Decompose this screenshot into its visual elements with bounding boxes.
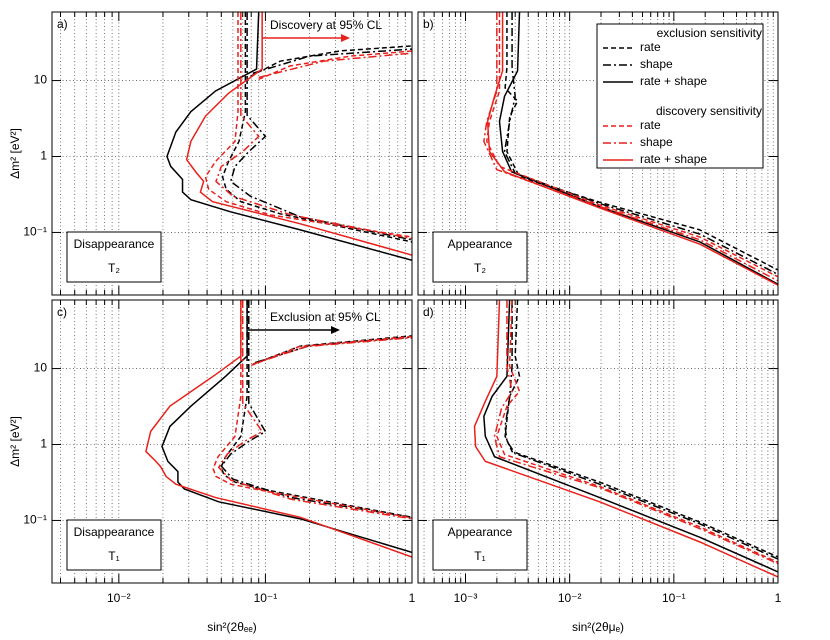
y-tick-label: 1 [40, 149, 47, 163]
x-axis-label: sin²(2θₑₑ) [207, 620, 257, 634]
sensitivity-curve [485, 12, 778, 278]
legend-label: shape [640, 57, 673, 71]
x-axis-label: sin²(2θμₑ) [572, 620, 624, 634]
legend-label: rate + shape [640, 74, 707, 88]
annotation-text: Exclusion at 95% CL [270, 310, 381, 324]
sensitivity-curve [504, 12, 778, 271]
sensitivity-curve [503, 12, 778, 276]
channel-subtitle: T₂ [108, 261, 120, 275]
legend-group-title: exclusion sensitivity [657, 26, 762, 40]
x-tick-label: 1 [409, 591, 416, 605]
channel-title: Appearance [448, 525, 513, 539]
x-tick-label: 10⁻¹ [662, 591, 686, 605]
panel-frame [51, 299, 413, 584]
sensitivity-curve [215, 12, 412, 240]
panel-frame [417, 299, 779, 584]
sensitivity-curve [493, 300, 778, 565]
panel-label: b) [423, 17, 434, 31]
legend-label: shape [640, 135, 673, 149]
y-tick-label: 10 [34, 73, 48, 87]
sensitivity-curve [496, 300, 778, 564]
sensitivity-curve [221, 12, 412, 243]
channel-subtitle: T₁ [474, 549, 485, 563]
y-tick-label: 10⁻¹ [23, 513, 47, 527]
legend-label: rate + shape [640, 152, 707, 166]
sensitivity-curve [212, 300, 412, 519]
legend-group-title: discovery sensitivity [656, 104, 762, 118]
sensitivity-curve [504, 300, 778, 558]
channel-title: Disappearance [74, 525, 155, 539]
curves [145, 300, 412, 558]
curves [483, 12, 778, 286]
x-tick-label: 10⁻³ [454, 591, 478, 605]
annotation-text: Discovery at 95% CL [270, 18, 382, 32]
sensitivity-curve [161, 300, 412, 554]
sensitivity-curve [483, 300, 778, 573]
channel-box [432, 519, 528, 571]
x-tick-label: 10⁻² [558, 591, 582, 605]
y-tick-label: 10 [34, 361, 48, 375]
annotation-arrowhead [341, 34, 350, 42]
panel-label: a) [57, 17, 68, 31]
legend-label: rate [640, 118, 661, 132]
sensitivity-curve [204, 12, 412, 238]
legend-box [596, 23, 764, 169]
channel-subtitle: T₁ [108, 549, 119, 563]
sensitivity-curve [145, 300, 412, 558]
sensitivity-curve [217, 300, 412, 520]
sensitivity-curve [498, 12, 778, 285]
channel-box [66, 231, 162, 283]
y-axis-label: Δm² [eV²] [8, 128, 22, 179]
y-tick-label: 10⁻¹ [23, 225, 47, 239]
curves [473, 300, 778, 578]
y-axis-label: Δm² [eV²] [8, 416, 22, 467]
curves [166, 12, 412, 261]
channel-title: Appearance [448, 237, 513, 251]
sensitivity-curve [486, 12, 778, 286]
panel-frame [417, 11, 779, 296]
y-tick-label: 1 [40, 437, 47, 451]
panel-frame [51, 11, 413, 296]
annotation-arrowhead [331, 326, 340, 334]
channel-title: Disappearance [74, 237, 155, 251]
panel-label: d) [423, 305, 434, 319]
sensitivity-curve [166, 12, 412, 261]
sensitivity-curve [229, 12, 412, 241]
channel-box [432, 231, 528, 283]
channel-subtitle: T₂ [474, 261, 486, 275]
panel-label: c) [57, 305, 67, 319]
legend-label: rate [640, 40, 661, 54]
x-tick-label: 1 [775, 591, 782, 605]
sensitivity-curve [473, 300, 778, 578]
channel-box [66, 519, 162, 571]
x-tick-label: 10⁻¹ [254, 591, 278, 605]
x-tick-label: 10⁻² [107, 591, 131, 605]
sensitivity-curve [504, 300, 778, 560]
sensitivity-curve [185, 12, 412, 256]
